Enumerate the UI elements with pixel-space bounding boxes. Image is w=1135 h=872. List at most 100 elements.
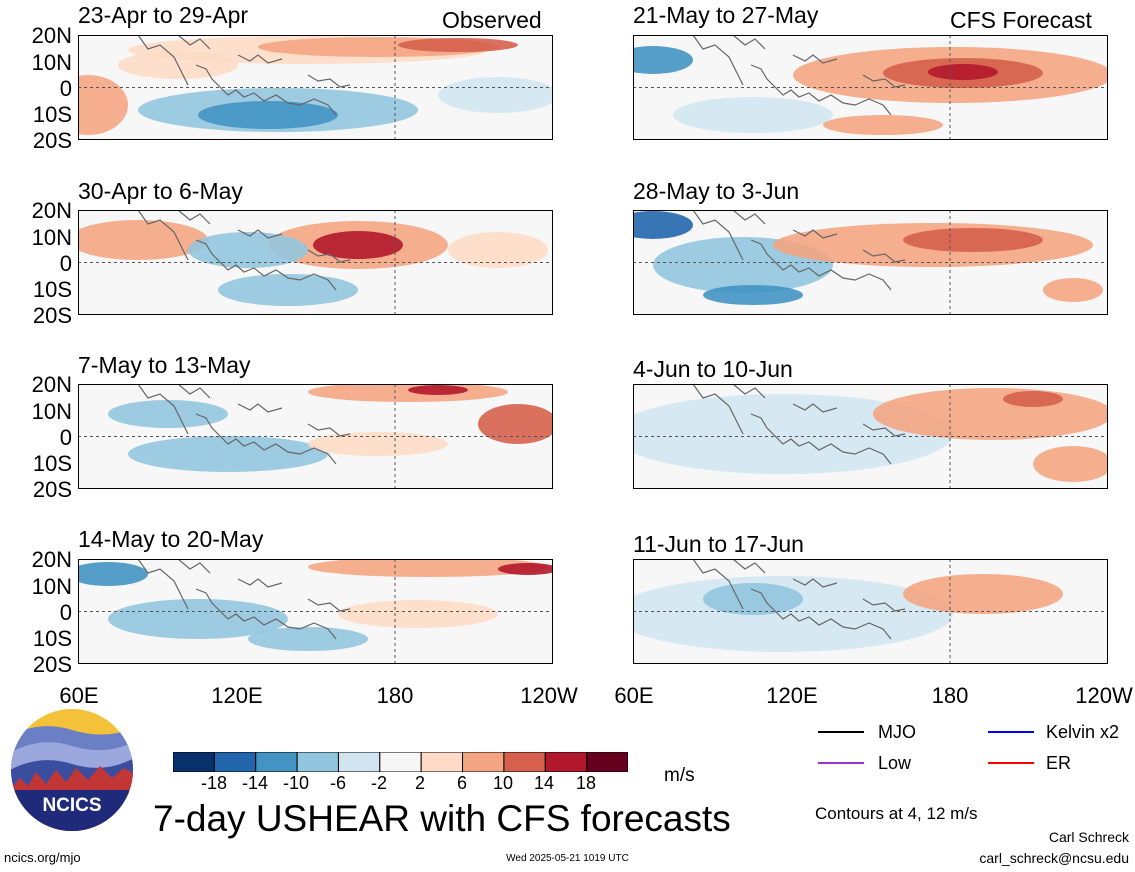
coastline bbox=[137, 210, 351, 291]
shear-anomaly-blob bbox=[673, 97, 833, 133]
map-panel-obs-2 bbox=[78, 210, 553, 315]
lat-label: 10N bbox=[31, 399, 72, 424]
panel-frame bbox=[633, 559, 1108, 664]
legend-label-mjo: MJO bbox=[878, 722, 916, 742]
lat-label: 10S bbox=[32, 102, 72, 127]
colorbar-label: 18 bbox=[575, 773, 597, 793]
lat-label: 0 bbox=[59, 251, 72, 276]
shear-anomaly-blob bbox=[873, 388, 1108, 440]
footer-url: ncics.org/mjo bbox=[4, 850, 81, 865]
coastline bbox=[692, 35, 906, 116]
coastline bbox=[137, 559, 351, 640]
shear-anomaly-blob bbox=[188, 232, 308, 268]
shear-anomaly-blob bbox=[408, 385, 468, 395]
shear-anomaly-blob bbox=[448, 232, 548, 268]
panel-frame bbox=[633, 210, 1108, 315]
shear-anomaly-blob bbox=[498, 563, 553, 575]
shear-anomaly-blob bbox=[1043, 278, 1103, 302]
legend-line-mjo bbox=[818, 731, 864, 733]
coastline bbox=[692, 559, 906, 640]
shear-anomaly-blob bbox=[398, 38, 518, 52]
shear-anomaly-blob bbox=[338, 600, 498, 628]
coastline bbox=[137, 384, 351, 465]
shear-anomaly-blob bbox=[308, 559, 548, 577]
map-panel-obs-3 bbox=[78, 384, 553, 489]
colorbar-label: -10 bbox=[282, 773, 310, 793]
panel-title-fc-2: 28-May to 3-Jun bbox=[633, 178, 800, 204]
colorbar-swatch bbox=[420, 752, 464, 772]
lat-label: 20N bbox=[31, 372, 72, 397]
panel-frame bbox=[633, 35, 1108, 140]
colorbar-swatch bbox=[337, 752, 381, 772]
lon-label-60e-right: 60E bbox=[614, 683, 654, 708]
colorbar-label: -14 bbox=[241, 773, 269, 793]
lat-label: 20S bbox=[32, 652, 72, 677]
ncics-logo: NCICS bbox=[11, 709, 133, 831]
lon-label-60e-left: 60E bbox=[59, 683, 99, 708]
map-panel-fc-2 bbox=[633, 210, 1108, 315]
coastline bbox=[137, 35, 351, 116]
lon-label-180-right: 180 bbox=[931, 683, 969, 708]
shear-anomaly-blob bbox=[78, 75, 128, 135]
legend-line-low bbox=[818, 762, 864, 764]
panel-title-obs-2: 30-Apr to 6-May bbox=[78, 178, 243, 204]
panel-title-obs-1: 23-Apr to 29-Apr bbox=[78, 2, 249, 28]
panel-title-fc-4: 11-Jun to 17-Jun bbox=[633, 531, 804, 557]
panel-frame bbox=[78, 559, 553, 664]
map-panel-fc-4 bbox=[633, 559, 1108, 664]
forecast-label: CFS Forecast bbox=[950, 7, 1092, 33]
shear-anomaly-blob bbox=[198, 101, 338, 129]
colorbar-swatch bbox=[586, 752, 628, 772]
shear-anomaly-blob bbox=[108, 400, 228, 428]
colorbar-label: -6 bbox=[329, 773, 347, 793]
shear-anomaly-blob bbox=[308, 432, 448, 456]
footer-email: carl_schreck@ncsu.edu bbox=[979, 850, 1129, 866]
lon-label-120e-right: 120E bbox=[766, 683, 818, 708]
shear-anomaly-blob bbox=[633, 46, 693, 74]
lat-label: 20N bbox=[31, 547, 72, 572]
shear-anomaly-blob bbox=[1033, 446, 1108, 482]
legend-label-er: ER bbox=[1046, 753, 1072, 773]
colorbar-label: 6 bbox=[456, 773, 468, 793]
shear-anomaly-blob bbox=[78, 562, 148, 586]
shear-anomaly-blob bbox=[438, 77, 553, 113]
legend-line-er bbox=[988, 762, 1034, 764]
colorbar-label: 10 bbox=[492, 773, 514, 793]
panel-title-obs-4: 14-May to 20-May bbox=[78, 526, 264, 552]
lon-label-120w-left: 120W bbox=[520, 683, 578, 708]
shear-anomaly-blob bbox=[928, 64, 998, 80]
ncics-logo-text: NCICS bbox=[42, 795, 101, 816]
panel-frame bbox=[78, 210, 553, 315]
colorbar-label: -2 bbox=[370, 773, 388, 793]
lat-label: 10N bbox=[31, 50, 72, 75]
panel-title-fc-1: 21-May to 27-May bbox=[633, 2, 819, 28]
panel-title-fc-3: 4-Jun to 10-Jun bbox=[633, 356, 793, 382]
colorbar-swatch bbox=[213, 752, 257, 772]
colorbar-swatch bbox=[544, 752, 588, 772]
coastline bbox=[692, 210, 906, 291]
colorbar-unit: m/s bbox=[664, 765, 695, 786]
colorbar-swatch bbox=[462, 752, 505, 772]
colorbar-swatch bbox=[503, 752, 546, 772]
lat-label: 10S bbox=[32, 277, 72, 302]
panel-frame bbox=[78, 35, 553, 140]
shear-anomaly-blob bbox=[78, 220, 208, 260]
contours-note: Contours at 4, 12 m/s bbox=[815, 804, 978, 823]
map-panel-fc-1 bbox=[633, 35, 1108, 140]
shear-anomaly-blob bbox=[703, 285, 803, 305]
shear-anomaly-blob bbox=[903, 228, 1043, 252]
footer-author: Carl Schreck bbox=[1048, 829, 1129, 845]
map-panel-obs-1 bbox=[78, 35, 553, 140]
shear-anomaly-blob bbox=[313, 231, 403, 259]
lon-label-120e-left: 120E bbox=[211, 683, 263, 708]
coastline bbox=[692, 384, 906, 465]
colorbar-label: -18 bbox=[200, 773, 228, 793]
shear-anomaly-blob bbox=[248, 627, 368, 651]
lat-label: 20S bbox=[32, 477, 72, 502]
colorbar-swatch bbox=[379, 752, 422, 772]
shear-anomaly-blob bbox=[478, 404, 553, 444]
lat-label: 0 bbox=[59, 76, 72, 101]
colorbar bbox=[173, 752, 628, 772]
lat-label: 0 bbox=[59, 425, 72, 450]
lat-label: 10N bbox=[31, 574, 72, 599]
